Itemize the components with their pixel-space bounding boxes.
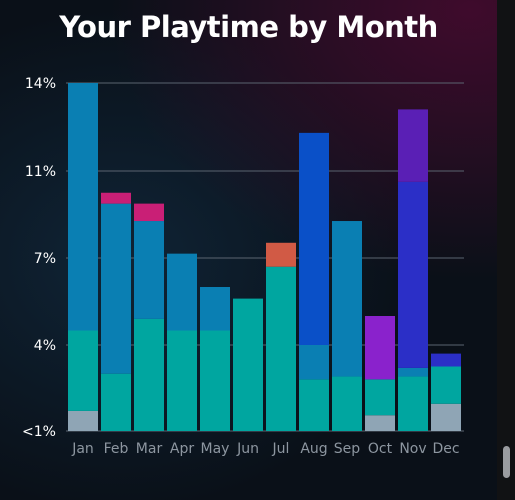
x-tick-label-aug: Aug bbox=[300, 441, 327, 457]
bar-segment-jan-1 bbox=[68, 330, 98, 411]
bar-segment-dec-1 bbox=[431, 366, 461, 404]
bar-segment-dec-0 bbox=[431, 403, 461, 431]
bar-segment-apr-1 bbox=[167, 253, 197, 331]
x-tick-label-may: May bbox=[201, 441, 230, 457]
bar-segment-aug-1 bbox=[299, 345, 329, 380]
bar-segment-apr-0 bbox=[167, 330, 197, 431]
bar-segment-oct-1 bbox=[365, 379, 395, 416]
y-tick-label: 14% bbox=[25, 76, 56, 92]
y-tick-label: 4% bbox=[34, 338, 56, 354]
bar-segment-jan-2 bbox=[68, 83, 98, 331]
chart-title: Your Playtime by Month bbox=[59, 10, 438, 44]
y-tick-label: <1% bbox=[22, 424, 56, 440]
bar-segment-feb-2 bbox=[101, 192, 131, 204]
bar-segment-jun-0 bbox=[233, 298, 263, 431]
bar-segment-mar-1 bbox=[134, 221, 164, 319]
x-tick-label-sep: Sep bbox=[334, 441, 361, 457]
x-tick-label-jul: Jul bbox=[272, 441, 290, 457]
x-tick-label-jan: Jan bbox=[71, 441, 94, 457]
bar-segment-jul-0 bbox=[266, 266, 296, 431]
bar-segment-dec-2 bbox=[431, 353, 461, 367]
y-tick-label: 11% bbox=[25, 164, 56, 180]
bar-segment-may-1 bbox=[200, 287, 230, 331]
bar-segment-oct-0 bbox=[365, 415, 395, 431]
x-tick-label-jun: Jun bbox=[236, 441, 259, 457]
scrollbar-track[interactable] bbox=[497, 0, 515, 500]
bar-segment-oct-2 bbox=[365, 316, 395, 380]
bar-segment-jul-1 bbox=[266, 242, 296, 267]
bar-segment-mar-0 bbox=[134, 318, 164, 431]
bar-segment-nov-3 bbox=[398, 109, 428, 182]
x-tick-label-mar: Mar bbox=[136, 441, 163, 457]
bar-segment-aug-0 bbox=[299, 379, 329, 431]
bar-segment-jan-0 bbox=[68, 410, 98, 431]
y-tick-label: 7% bbox=[34, 251, 56, 267]
playtime-bar-chart: <1% 4% 7% 11% 14% Jan Feb Mar Apr May Jun Jul Aug Sep… bbox=[22, 76, 464, 457]
x-tick-label-apr: Apr bbox=[170, 441, 194, 457]
x-tick-label-dec: Dec bbox=[432, 441, 459, 457]
bar-segment-mar-2 bbox=[134, 203, 164, 222]
bar-segment-nov-2 bbox=[398, 181, 428, 368]
bar-segment-sep-0 bbox=[332, 376, 362, 431]
bar-segment-sep-1 bbox=[332, 221, 362, 377]
bar-segment-may-0 bbox=[200, 330, 230, 431]
x-tick-label-feb: Feb bbox=[104, 441, 129, 457]
bar-segment-feb-0 bbox=[101, 373, 131, 431]
bar-segment-nov-1 bbox=[398, 367, 428, 377]
bar-segment-aug-2 bbox=[299, 132, 329, 345]
bar-segment-nov-0 bbox=[398, 376, 428, 431]
scrollbar-thumb[interactable] bbox=[503, 446, 510, 478]
x-tick-label-oct: Oct bbox=[368, 441, 393, 457]
bar-segment-feb-1 bbox=[101, 203, 131, 374]
x-tick-label-nov: Nov bbox=[399, 441, 426, 457]
